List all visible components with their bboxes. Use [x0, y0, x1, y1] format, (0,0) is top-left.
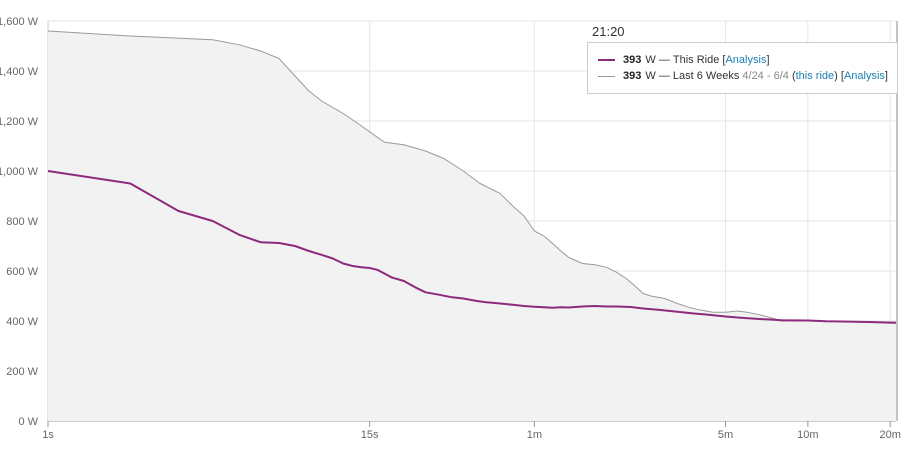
last-6-weeks-unit: W — [645, 70, 656, 82]
this-ride-name: This Ride — [672, 54, 720, 66]
paren-open: ( — [791, 70, 796, 82]
y-axis: 0 W 200 W 400 W 600 W 800 W 1,000 W 1,200 W 1,4… — [0, 16, 49, 428]
x-tick-label: 10m — [797, 429, 818, 441]
last-6-weeks-value: 393 — [623, 70, 642, 82]
this-ride-bracket-open: [ — [722, 54, 726, 66]
x-tick-label: 5m — [718, 429, 733, 441]
this-ride-line[interactable] — [47, 170, 897, 324]
chart-legend: 393 W — This Ride [Analysis] 393 W — Las… — [587, 42, 898, 94]
last-6-weeks-bracket-close: ] — [884, 70, 888, 82]
this-ride-unit: W — [645, 54, 656, 66]
last-6-weeks-line[interactable] — [47, 30, 897, 323]
y-tick-label: 1,600 W — [0, 16, 39, 28]
last-6-weeks-swatch — [598, 75, 615, 77]
y-tick-label: 200 W — [6, 366, 38, 378]
last-6-weeks-area — [48, 31, 896, 421]
y-tick-label: 0 W — [18, 416, 38, 428]
hover-time-label: 21:20 — [592, 24, 625, 39]
x-axis: 1s 15s 1m 5m 10m 20m — [42, 420, 901, 441]
x-tick-label: 1s — [42, 429, 54, 441]
y-tick-label: 1,000 W — [0, 166, 39, 178]
this-ride-analysis-link[interactable]: Analysis — [725, 54, 767, 66]
y-tick-label: 600 W — [6, 266, 38, 278]
last-6-weeks-dash: — — [658, 70, 670, 82]
y-tick-label: 800 W — [6, 216, 38, 228]
legend-row-this-ride: 393 W — This Ride [Analysis] — [598, 52, 897, 68]
paren-close: ) — [834, 70, 838, 82]
last-6-weeks-analysis-link[interactable]: Analysis — [843, 70, 885, 82]
last-6-weeks-name: Last 6 Weeks — [672, 70, 740, 82]
last-6-weeks-date-range: 4/24 - 6/4 — [742, 70, 789, 82]
series-layer[interactable] — [47, 21, 898, 421]
this-ride-swatch — [598, 59, 615, 61]
y-tick-label: 1,400 W — [0, 66, 39, 78]
this-ride-link[interactable]: this ride — [795, 70, 835, 82]
y-tick-label: 1,200 W — [0, 116, 39, 128]
this-ride-dash: — — [658, 54, 670, 66]
this-ride-value: 393 — [623, 54, 642, 66]
legend-row-last-6-weeks: 393 W — Last 6 Weeks 4/24 - 6/4 (this ri… — [598, 68, 897, 84]
x-tick-label: 20m — [880, 429, 901, 441]
last-6-weeks-bracket-open: [ — [840, 70, 844, 82]
x-tick-label: 15s — [361, 429, 379, 441]
y-tick-label: 400 W — [6, 316, 38, 328]
this-ride-bracket-close: ] — [766, 54, 770, 66]
x-tick-label: 1m — [527, 429, 542, 441]
